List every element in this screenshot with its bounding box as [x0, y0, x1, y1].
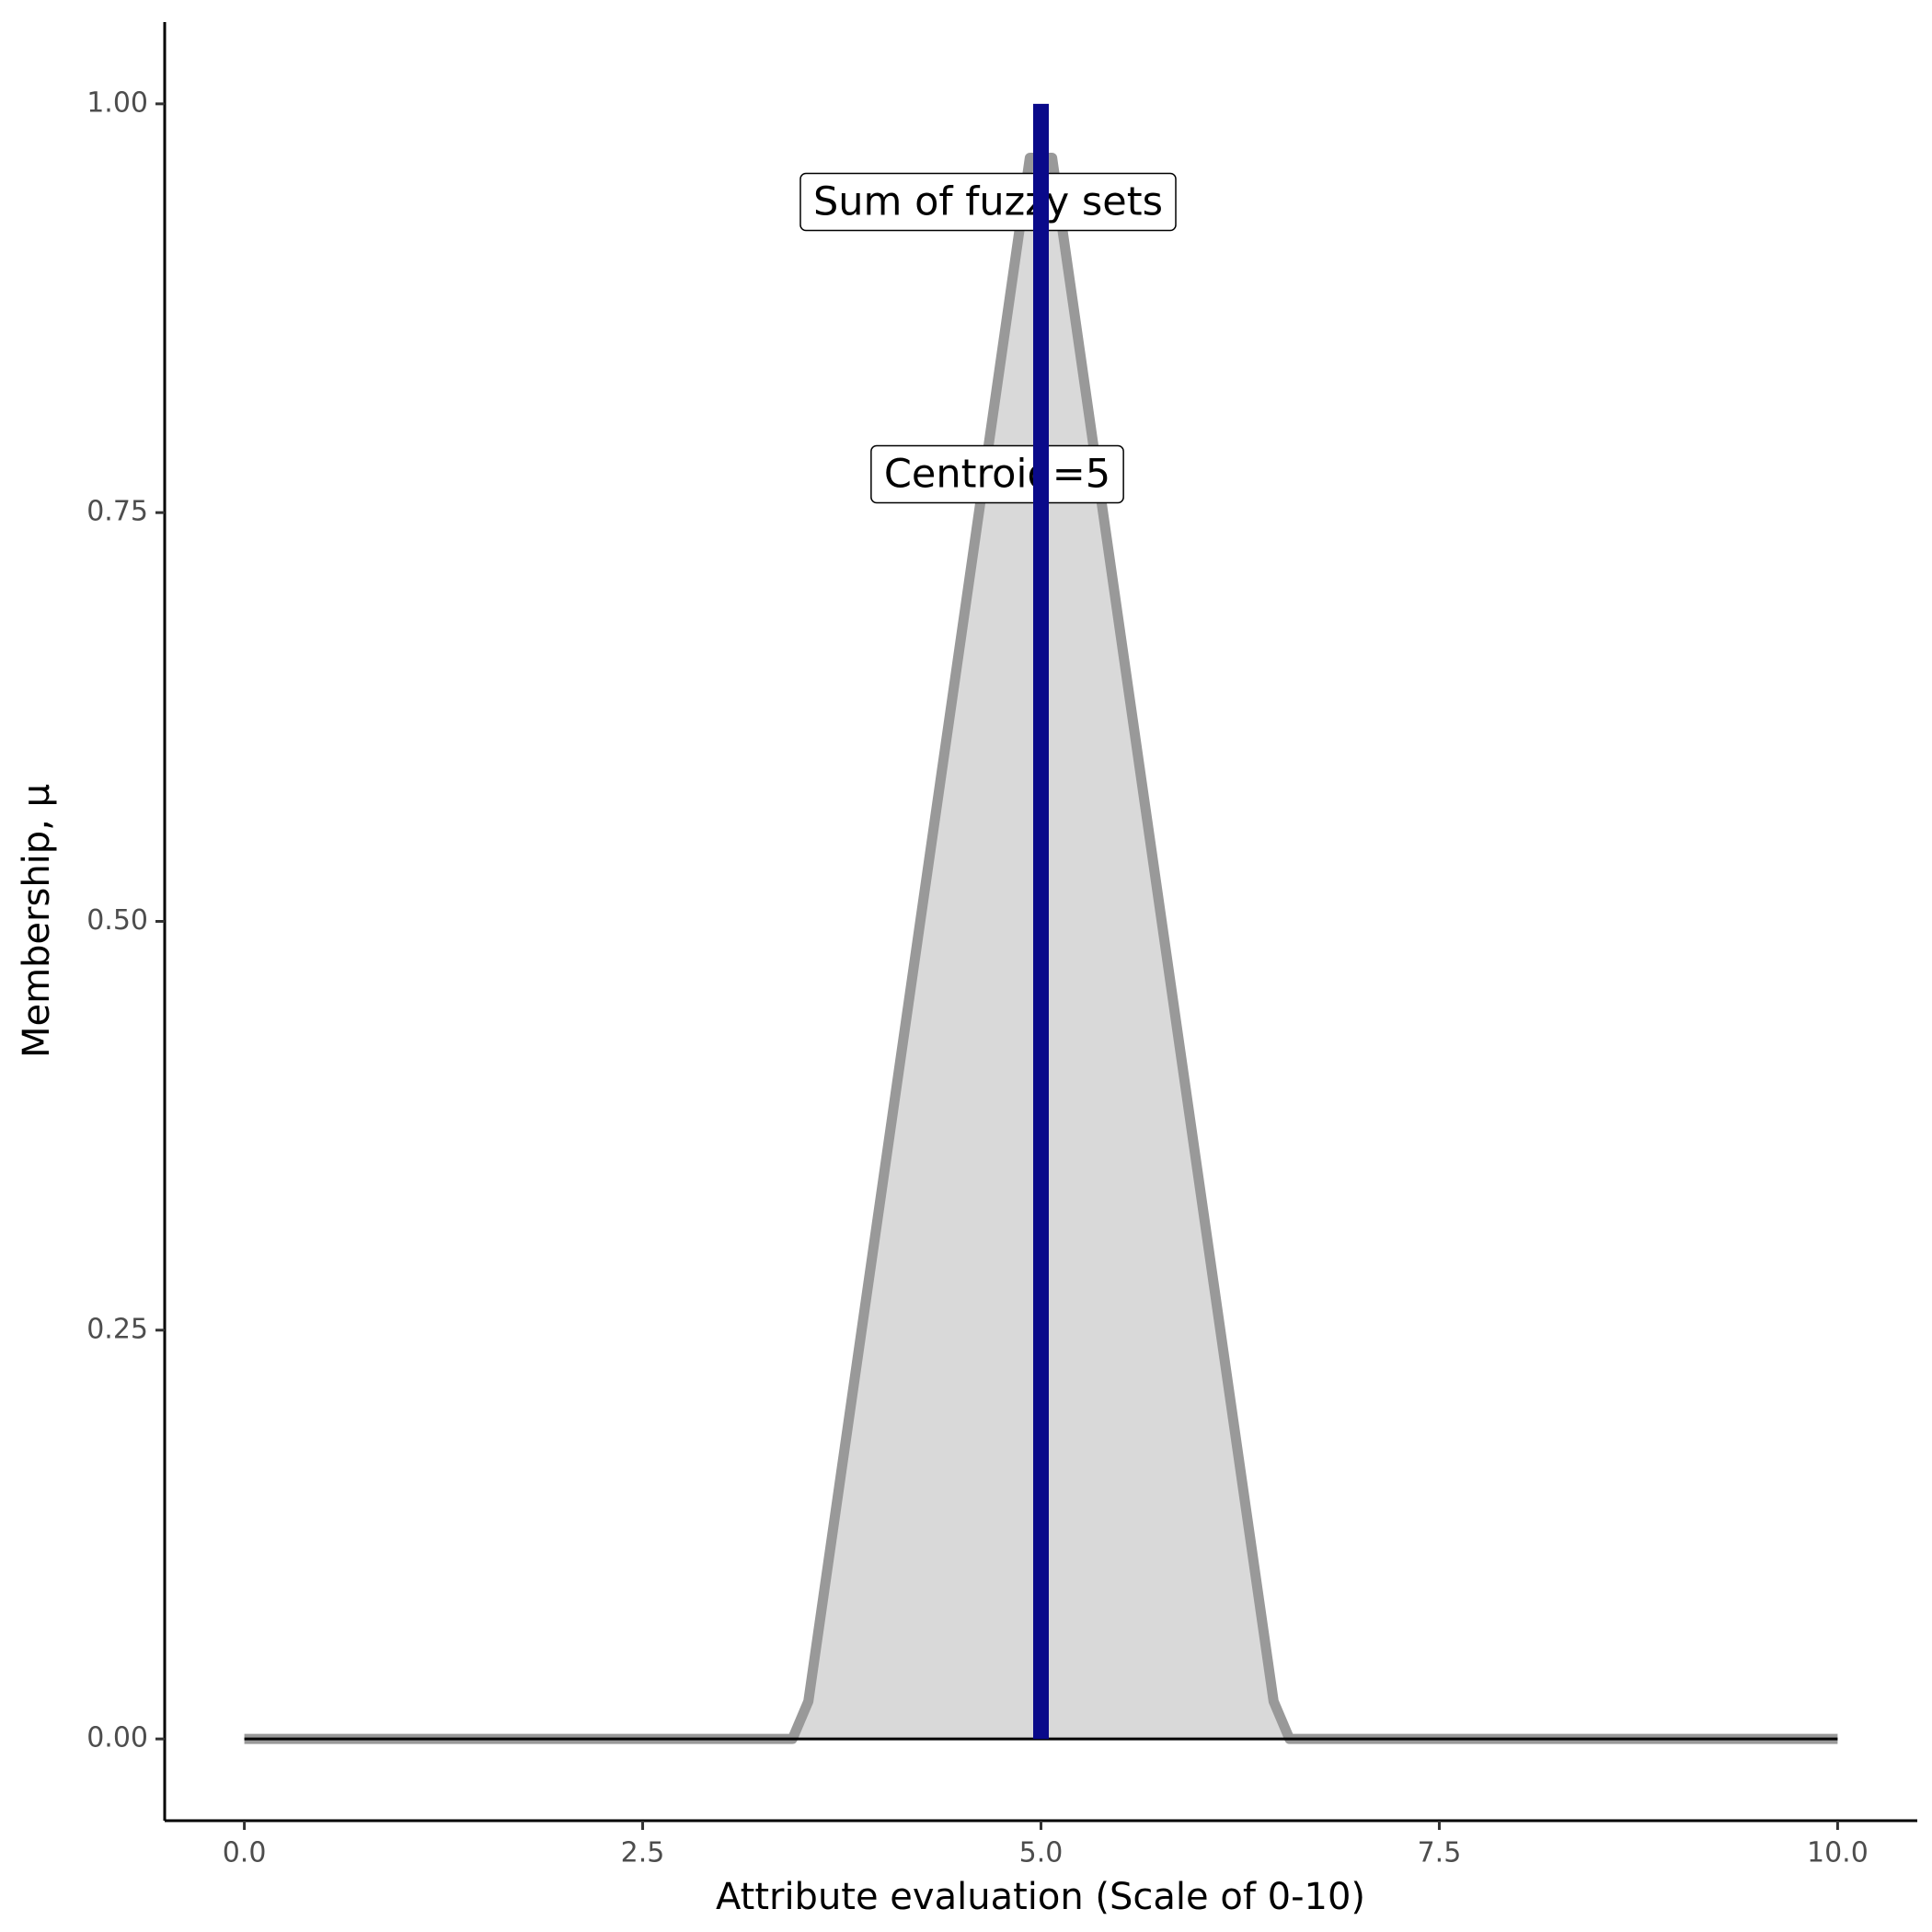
- y-tick-label: 1.00: [86, 86, 148, 119]
- annotation-box: [799, 172, 1177, 232]
- annotation: Centroid=5: [870, 444, 1124, 504]
- x-tick-label: 7.5: [1418, 1837, 1462, 1869]
- x-tick-label: 10.0: [1807, 1837, 1869, 1869]
- x-axis-title: Attribute evaluation (Scale of 0-10): [716, 1876, 1365, 1918]
- annotation: Sum of fuzzy sets: [799, 172, 1177, 232]
- y-tick-label: 0.50: [86, 904, 148, 937]
- annotation-text: Sum of fuzzy sets: [813, 179, 1163, 225]
- x-tick-label: 5.0: [1019, 1837, 1064, 1869]
- y-tick-label: 0.25: [86, 1313, 148, 1345]
- y-tick-label: 0.00: [86, 1722, 148, 1754]
- x-tick-label: 2.5: [621, 1837, 665, 1869]
- y-tick-label: 0.75: [86, 496, 148, 528]
- annotation-text: Centroid=5: [884, 452, 1110, 498]
- x-tick-label: 0.0: [223, 1837, 267, 1869]
- annotation-box: [870, 444, 1124, 504]
- y-axis-title: Membership, μ: [16, 784, 58, 1058]
